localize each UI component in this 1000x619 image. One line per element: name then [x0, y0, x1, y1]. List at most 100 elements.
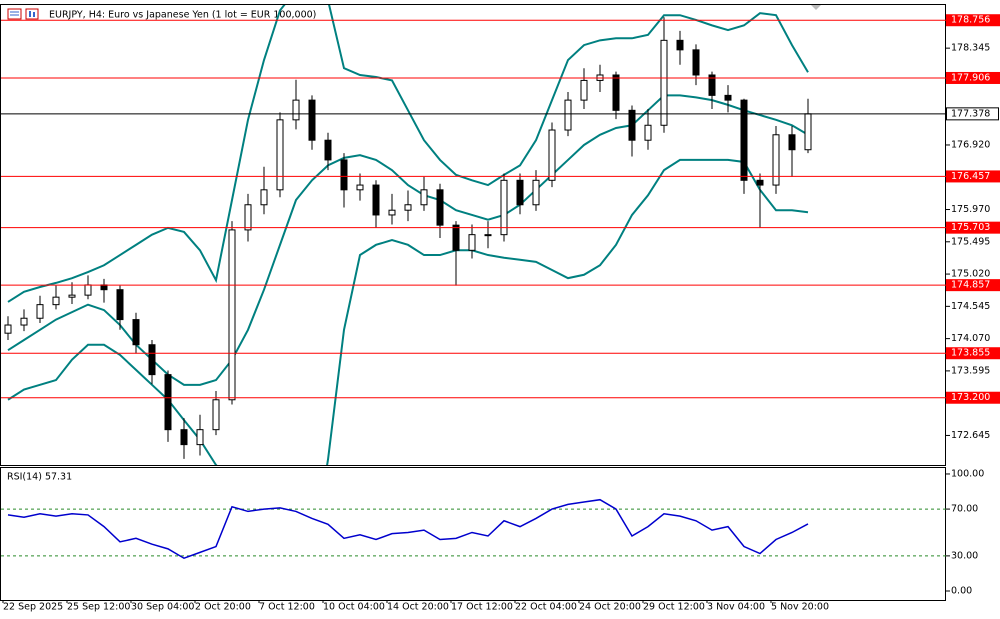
- rsi-tick-label: 70.00: [951, 504, 978, 515]
- x-tick-label: 14 Oct 20:00: [387, 602, 449, 613]
- candle-body: [180, 429, 188, 446]
- rsi-area: [7, 498, 809, 560]
- candle-body: [212, 399, 220, 431]
- x-tick-label: 2 Oct 20:00: [195, 602, 251, 613]
- level-label: 173.200: [951, 392, 990, 403]
- scroll-marker: [811, 5, 821, 10]
- candle-body: [68, 294, 76, 298]
- level-label: 178.756: [951, 15, 990, 26]
- chart-title: EURJPY, H4: Euro vs Japanese Yen (1 lot …: [49, 10, 316, 21]
- y-tick-label: 175.020: [951, 269, 990, 280]
- x-tick-label: 17 Oct 12:00: [451, 602, 513, 613]
- candle-body: [644, 124, 652, 141]
- x-tick-label: 10 Oct 04:00: [323, 602, 385, 613]
- level-label-box: [946, 347, 1000, 360]
- bollinger-band: [7, 5, 809, 303]
- bollinger-band: [7, 158, 809, 465]
- x-tick-label: 3 Nov 04:00: [707, 602, 765, 613]
- level-label-box: [946, 14, 1000, 27]
- candle-body: [100, 284, 108, 291]
- y-tick-label: 175.970: [951, 204, 990, 215]
- price-label: 177.378: [951, 108, 990, 119]
- rsi-tick-label: 0.00: [951, 585, 972, 596]
- candle-body: [404, 204, 412, 211]
- x-tick-label: 22 Sep 2025: [3, 602, 63, 613]
- candle-body: [420, 189, 428, 206]
- level-label-box: [946, 71, 1000, 84]
- candle-body: [52, 296, 60, 306]
- candle-body: [148, 344, 156, 376]
- toolbar-icons: [7, 8, 39, 20]
- icon: [7, 8, 22, 20]
- candle-body: [468, 234, 476, 251]
- candle-body: [772, 134, 780, 186]
- candle-body: [324, 139, 332, 161]
- candle-body: [4, 324, 12, 334]
- candle-body: [292, 99, 300, 121]
- candle-body: [452, 224, 460, 251]
- level-label-box: [946, 391, 1000, 404]
- level-label: 176.457: [951, 171, 990, 182]
- price-label-box: [946, 107, 999, 121]
- candle-body: [516, 179, 524, 206]
- y-tick-label: 178.345: [951, 43, 990, 54]
- candle-body: [804, 113, 812, 151]
- plot-area: [4, 5, 812, 465]
- icon: [29, 11, 31, 17]
- candle-body: [756, 179, 764, 186]
- candle-body: [196, 429, 204, 446]
- x-tick-label: 5 Nov 20:00: [771, 602, 829, 613]
- x-tick-label: 24 Oct 20:00: [579, 602, 641, 613]
- candle-body: [132, 319, 140, 346]
- bollinger-band: [7, 94, 809, 386]
- candle-body: [500, 179, 508, 236]
- candle-body: [164, 374, 172, 431]
- x-tick-label: 25 Sep 12:00: [67, 602, 130, 613]
- x-tick-label: 22 Oct 04:00: [515, 602, 577, 613]
- x-tick-label: 7 Oct 12:00: [259, 602, 315, 613]
- y-tick-label: 173.595: [951, 365, 990, 376]
- candle-body: [356, 184, 364, 191]
- level-label: 177.906: [951, 72, 990, 83]
- rsi-title: RSI(14) 57.31: [7, 472, 72, 483]
- candle-body: [436, 189, 444, 226]
- rsi-frame: [0, 467, 946, 601]
- level-label-box: [946, 221, 1000, 234]
- candle-body: [628, 109, 636, 141]
- y-tick-label: 176.920: [951, 139, 990, 150]
- candle-body: [484, 234, 492, 237]
- candle-body: [20, 317, 28, 326]
- icon: [33, 12, 35, 17]
- candle-body: [340, 159, 348, 191]
- level-label: 175.703: [951, 222, 990, 233]
- candle-body: [740, 99, 748, 181]
- candle-body: [308, 99, 316, 141]
- y-tick-label: 174.070: [951, 333, 990, 344]
- candle-body: [788, 134, 796, 151]
- candle-body: [228, 229, 236, 401]
- candle-body: [548, 129, 556, 181]
- level-label: 174.857: [951, 280, 990, 291]
- candle-body: [564, 99, 572, 131]
- level-label-box: [946, 279, 1000, 292]
- level-label-box: [946, 170, 1000, 183]
- candle-body: [532, 179, 540, 206]
- rsi-tick-label: 30.00: [951, 550, 978, 561]
- candle-body: [580, 79, 588, 101]
- candle-body: [676, 39, 684, 51]
- icon: [25, 8, 39, 20]
- y-tick-label: 175.495: [951, 236, 990, 247]
- rsi-line: [7, 498, 809, 560]
- candle-body: [692, 49, 700, 76]
- y-tick-label: 172.645: [951, 430, 990, 441]
- candle-body: [260, 189, 268, 206]
- main-frame: [0, 4, 946, 466]
- candle-body: [724, 94, 732, 101]
- candle-body: [372, 184, 380, 216]
- candle-body: [84, 284, 92, 296]
- candle-body: [276, 119, 284, 191]
- x-tick-label: 29 Oct 12:00: [643, 602, 705, 613]
- candle-body: [244, 204, 252, 231]
- candle-body: [388, 209, 396, 216]
